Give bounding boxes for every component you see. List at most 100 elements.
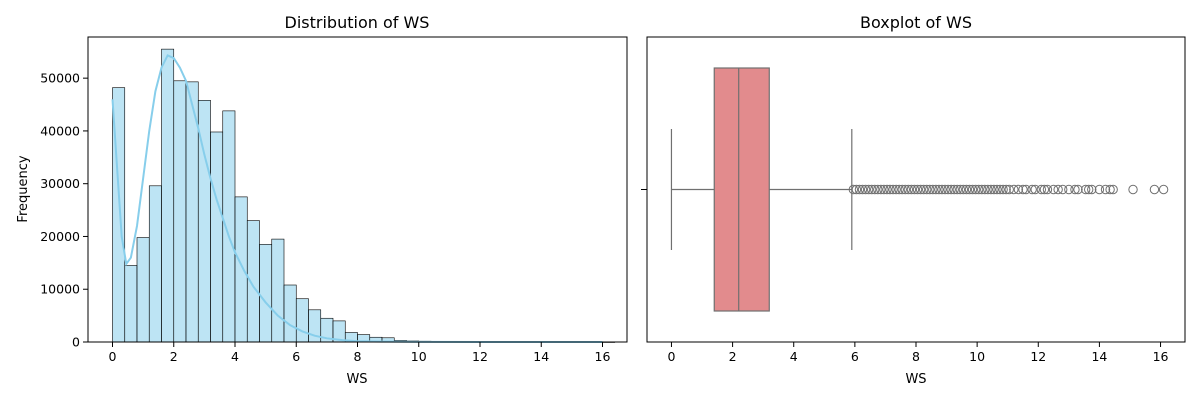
outlier-point: [873, 184, 883, 195]
outlier-point: [998, 184, 1008, 195]
outlier-point: [958, 184, 969, 195]
outlier-point: [925, 184, 935, 195]
histogram-bar: [173, 80, 187, 343]
x-tick-label: 12: [1030, 349, 1046, 364]
outlier-point: [888, 184, 898, 195]
x-tick-label: 16: [1153, 349, 1169, 364]
outlier-point: [918, 184, 929, 195]
outlier-point: [860, 184, 871, 195]
x-tick-label: 4: [790, 349, 798, 364]
outlier-point: [1058, 184, 1068, 195]
outlier-point: [906, 184, 917, 195]
histogram-panel: Distribution of WS 0 2 4 6 8 10 12 14 16 0 10000 2…: [16, 13, 628, 387]
outlier-point: [1084, 184, 1094, 195]
outlier-point: [912, 184, 923, 195]
outlier-point: [1064, 184, 1074, 195]
outlier-point: [940, 184, 950, 195]
outlier-point: [995, 184, 1005, 195]
boxplot-x-label: WS: [905, 372, 926, 387]
outlier-point: [1021, 184, 1031, 195]
x-tick-label: 2: [729, 349, 737, 364]
x-tick-label: 8: [912, 349, 920, 364]
x-tick-label: 10: [969, 349, 985, 364]
x-tick-label: 0: [109, 349, 117, 364]
outlier-point: [946, 184, 956, 195]
outlier-point: [885, 184, 895, 195]
outlier-point: [848, 184, 859, 195]
outlier-point: [931, 184, 941, 195]
histogram-y-label: Frequency: [16, 155, 31, 222]
outlier-point: [949, 184, 959, 195]
outlier-point: [1018, 184, 1028, 195]
kde-curve: [111, 54, 603, 343]
outlier-point: [894, 184, 904, 195]
outlier-point: [903, 184, 914, 195]
outlier-point: [909, 184, 920, 195]
x-tick-label: 12: [472, 349, 488, 364]
outlier-point: [934, 184, 944, 195]
outlier-point: [967, 184, 978, 195]
outlier-point: [870, 184, 880, 195]
outlier-point: [891, 184, 901, 195]
outlier-point: [866, 184, 877, 195]
y-tick-label: 50000: [40, 71, 80, 86]
y-tick-label: 10000: [40, 282, 80, 297]
outlier-point: [921, 184, 932, 195]
outlier-point: [961, 184, 972, 195]
interquartile-box: [713, 67, 770, 312]
outlier-point: [983, 184, 993, 195]
histogram-title: Distribution of WS: [285, 13, 430, 32]
histogram-bar: [210, 131, 224, 343]
outlier-point: [964, 184, 975, 195]
x-tick-label: 8: [354, 349, 362, 364]
outlier-point: [1030, 184, 1040, 195]
outlier-point: [1053, 184, 1063, 195]
outlier-point: [977, 184, 987, 195]
outlier-point: [986, 184, 996, 195]
outlier-point: [854, 184, 865, 195]
outlier-point: [897, 184, 907, 195]
outlier-point: [980, 184, 990, 195]
boxplot-panel: Boxplot of WS 0 2 4 6 8 10 12 14 16 WS: [641, 13, 1186, 387]
outlier-point: [1036, 184, 1047, 195]
outlier-point: [1048, 184, 1059, 195]
outlier-point: [1149, 184, 1160, 195]
outlier-point: [1070, 184, 1080, 195]
x-tick-label: 10: [411, 349, 427, 364]
outlier-point: [879, 184, 889, 195]
histogram-bar: [148, 185, 162, 343]
boxplot-x-ticks: 0 2 4 6 8 10 12 14 16: [667, 342, 1169, 364]
outlier-point: [900, 184, 911, 195]
outlier-point: [1100, 184, 1111, 195]
outlier-point: [989, 184, 999, 195]
outlier-point: [857, 184, 868, 195]
outlier-point: [1039, 184, 1050, 195]
boxplot-elements: [670, 67, 1169, 312]
outlier-point: [1042, 184, 1053, 195]
histogram-bar: [259, 244, 273, 343]
histogram-bars: [112, 48, 616, 343]
outlier-point: [973, 184, 984, 195]
outlier-point: [915, 184, 926, 195]
y-tick-label: 40000: [40, 123, 80, 138]
outlier-point: [851, 184, 862, 195]
histogram-bar: [283, 284, 297, 343]
y-tick-label: 0: [72, 335, 80, 350]
outlier-point: [1087, 184, 1097, 195]
outlier-point: [937, 184, 947, 195]
x-tick-label: 6: [292, 349, 300, 364]
outlier-point: [955, 184, 966, 195]
outlier-point: [1013, 184, 1024, 195]
outlier-point: [1108, 184, 1118, 195]
boxplot-title: Boxplot of WS: [860, 13, 972, 32]
x-tick-label: 0: [667, 349, 675, 364]
outlier-point: [1009, 184, 1019, 195]
outlier-point: [863, 184, 874, 195]
outlier-point: [1027, 184, 1037, 195]
y-tick-label: 30000: [40, 176, 80, 191]
outlier-point: [952, 184, 962, 195]
outlier-point: [928, 184, 938, 195]
histogram-bar: [246, 220, 260, 343]
outlier-point: [1158, 184, 1169, 195]
